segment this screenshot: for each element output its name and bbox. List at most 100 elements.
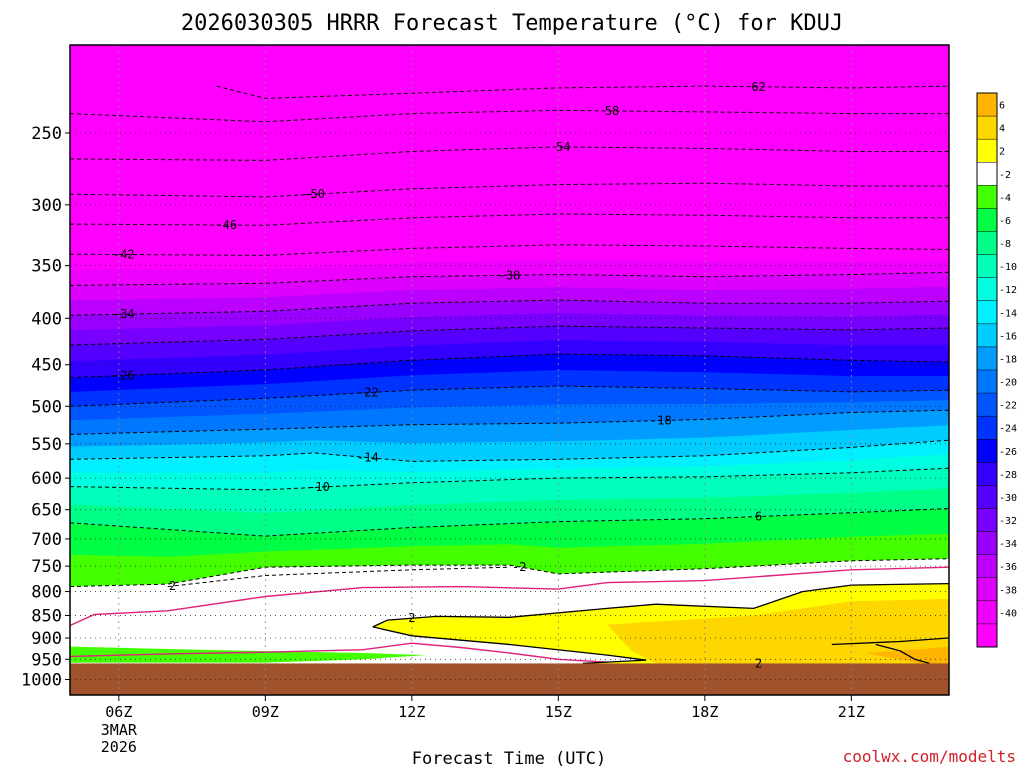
isotherm-label-text: -38 [499, 268, 521, 282]
colorbar-swatch [977, 185, 997, 209]
x-tick-label: 18Z [691, 703, 718, 721]
y-tick-label: 950 [31, 650, 62, 670]
isotherm-label: 62 [751, 80, 765, 94]
colorbar-label: -16 [999, 331, 1017, 342]
y-tick-label: 750 [31, 557, 62, 577]
y-tick-label: 400 [31, 309, 62, 329]
isotherm-label: 2 [408, 611, 415, 625]
colorbar-swatch [977, 346, 997, 371]
colorbar-label: -4 [999, 193, 1011, 204]
colorbar-label: -36 [999, 562, 1017, 573]
isotherm-line [167, 566, 510, 588]
y-tick-label: 300 [31, 196, 62, 216]
isotherm-label: -50 [303, 187, 325, 201]
isotherm-label: 58 [605, 104, 619, 118]
isotherm-label-text: 2 [169, 579, 176, 593]
warm-contour-line [875, 643, 930, 665]
isotherm-label: -14 [357, 451, 379, 465]
colorbar-label: -6 [999, 216, 1011, 227]
colorbar-label: -34 [999, 539, 1017, 550]
colorbar-swatch [977, 93, 997, 117]
isotherm-label-text: -42 [113, 248, 135, 262]
isotherm-label: -22 [357, 386, 379, 400]
colorbar-swatch [977, 531, 997, 555]
colorbar-label: -38 [999, 585, 1017, 596]
credit-text: coolwx.com/modelts [843, 747, 1016, 766]
isotherm-label-text: 54 [556, 140, 570, 154]
colorbar-swatch [977, 139, 997, 163]
plot-frame [69, 44, 950, 696]
isotherm-label: -42 [113, 248, 135, 262]
isotherm-label-text: -2 [512, 560, 526, 574]
temperature-bands [70, 45, 949, 695]
colorbar-swatch [977, 162, 997, 186]
colorbar-label: -18 [999, 354, 1017, 365]
y-tick-label: 900 [31, 629, 62, 649]
colorbar-swatch [977, 231, 997, 255]
isotherm-label: -38 [499, 268, 521, 282]
colorbar-swatch [977, 577, 997, 602]
colorbar-swatch [977, 277, 997, 302]
colorbar-swatch [977, 508, 997, 532]
colorbar-label: -28 [999, 470, 1017, 481]
band-fill-lower-green [70, 646, 427, 663]
colorbar-label: -10 [999, 262, 1017, 273]
x-tick-label: 15Z [545, 703, 572, 721]
colorbar-swatch [977, 439, 997, 463]
isotherm-label: 54 [556, 140, 570, 154]
y-tick-label: 350 [31, 257, 62, 277]
isotherm-label-text: -10 [308, 480, 330, 494]
y-tick-label: 600 [31, 469, 62, 489]
y-tick-label: 1000 [21, 671, 62, 691]
colorbar-label: 2 [999, 147, 1005, 158]
colorbar-label: -8 [999, 239, 1011, 250]
colorbar-swatch [977, 393, 997, 417]
isotherm-label: 6 [755, 510, 762, 524]
x-tick-sublabel: 2026 [101, 738, 137, 756]
isotherm-label: -34 [113, 307, 135, 321]
colorbar-label: 6 [999, 101, 1005, 112]
colorbar-swatch [977, 462, 997, 486]
colorbar-label: -24 [999, 424, 1017, 435]
colorbar-swatch [977, 116, 997, 140]
ground-fill [70, 663, 949, 695]
isotherm-label-text: -34 [113, 307, 135, 321]
isotherm-label: -18 [650, 414, 672, 428]
isotherm-label: 2 [755, 656, 762, 670]
y-tick-label: 550 [31, 435, 62, 455]
isotherm-line [70, 439, 949, 462]
freezing-line [70, 566, 949, 627]
colorbar-swatch [977, 300, 997, 325]
colorbar-label: -20 [999, 378, 1017, 389]
colorbar-label: -22 [999, 401, 1017, 412]
y-tick-label: 250 [31, 124, 62, 144]
ground-area [70, 663, 949, 695]
freezing-line [70, 642, 608, 663]
isotherm-label: 2 [169, 579, 176, 593]
y-tick-label: 650 [31, 501, 62, 521]
colorbar-label: -2 [999, 170, 1011, 181]
y-tick-label: 450 [31, 356, 62, 376]
isotherm-label-text: -46 [215, 218, 237, 232]
isotherm-label-text: -14 [357, 451, 379, 465]
isotherm-label: -2 [512, 560, 526, 574]
warm-contour-line [372, 626, 647, 665]
colorbar-legend: 6 4 2 -2 -4 -6 -8 -10 -12 -14 -16 -18 -20 -22 -24 -26 -2… [976, 92, 1017, 648]
colorbar-swatch [977, 254, 997, 278]
isotherm-label-text: 58 [605, 104, 619, 118]
isotherm-label-text: 2 [755, 656, 762, 670]
isotherm-label: -46 [215, 218, 237, 232]
isotherm-label-text: -18 [650, 414, 672, 428]
colorbar-swatch [977, 554, 997, 579]
y-tick-label: 700 [31, 530, 62, 550]
isotherm-label: -10 [308, 480, 330, 494]
isotherm-label-text: -22 [357, 386, 379, 400]
y-tick-label: 800 [31, 583, 62, 603]
grid-lines [70, 45, 949, 695]
isotherm-label-text: 62 [751, 80, 765, 94]
colorbar-label: -26 [999, 447, 1017, 458]
isotherm-label-text: 2 [408, 611, 415, 625]
colorbar-label: -30 [999, 493, 1017, 504]
isotherm-label-text: 6 [755, 510, 762, 524]
